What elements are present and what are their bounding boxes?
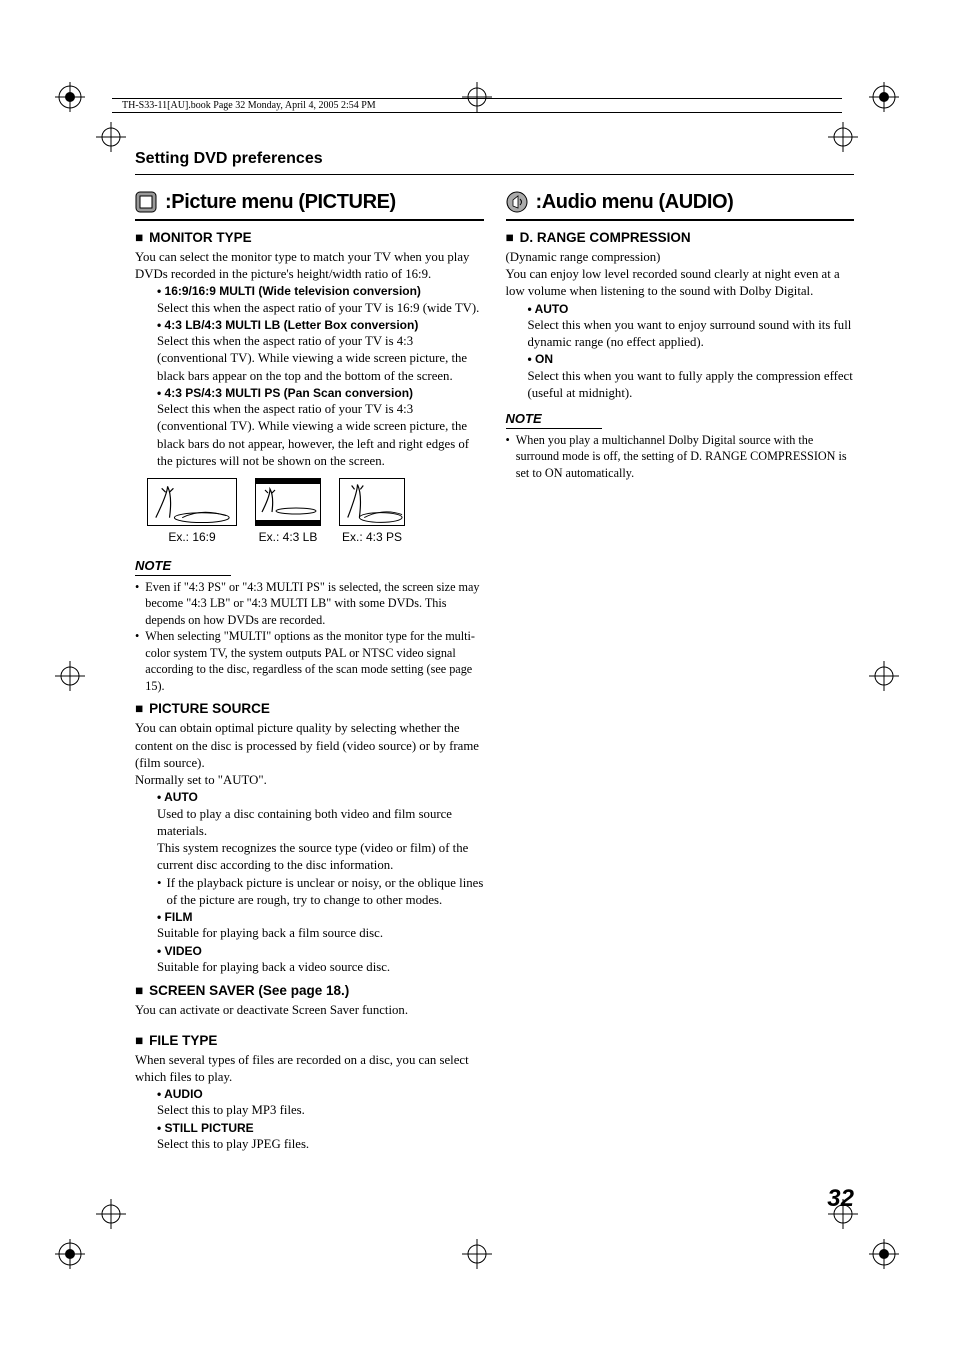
crop-mark xyxy=(96,122,126,152)
opt-label: • ON xyxy=(528,351,855,367)
drc-heading: D. RANGE COMPRESSION xyxy=(506,229,855,247)
crop-mark xyxy=(869,82,899,112)
crop-mark xyxy=(869,1239,899,1269)
file-type-heading: FILE TYPE xyxy=(135,1032,484,1050)
opt-label: • AUDIO xyxy=(157,1086,484,1102)
opt-label: • STILL PICTURE xyxy=(157,1120,484,1136)
opt-body: Suitable for playing back a video source… xyxy=(157,959,484,976)
page-content: Setting DVD preferences :Picture menu (P… xyxy=(135,148,854,1211)
body-text: You can enjoy low level recorded sound c… xyxy=(506,266,855,301)
note-item: •When you play a multichannel Dolby Digi… xyxy=(506,432,855,481)
aspect-4-3-lb-icon xyxy=(255,478,321,526)
aspect-ratio-examples: Ex.: 16:9 Ex.: 4:3 LB Ex.: 4:3 PS xyxy=(147,478,484,545)
header-stamp: TH-S33-11[AU].book Page 32 Monday, April… xyxy=(112,98,842,113)
page-number: 32 xyxy=(827,1183,854,1215)
monitor-type-heading: MONITOR TYPE xyxy=(135,229,484,247)
audio-menu-header: :Audio menu (AUDIO) xyxy=(506,189,855,221)
opt-label: • 16:9/16:9 MULTI (Wide television conve… xyxy=(157,283,484,299)
opt-body: Select this when the aspect ratio of you… xyxy=(157,401,484,470)
crop-mark xyxy=(55,1239,85,1269)
opt-body: Select this when you want to enjoy surro… xyxy=(528,317,855,352)
aspect-caption: Ex.: 4:3 PS xyxy=(339,529,405,545)
note-item: •Even if "4:3 PS" or "4:3 MULTI PS" is s… xyxy=(135,579,484,628)
opt-body: Select this to play MP3 files. xyxy=(157,1102,484,1119)
opt-label: • VIDEO xyxy=(157,943,484,959)
opt-label: • FILM xyxy=(157,909,484,925)
note-heading: NOTE xyxy=(135,557,231,576)
crop-mark xyxy=(869,661,899,691)
monitor-type-intro: You can select the monitor type to match… xyxy=(135,249,484,284)
opt-body: Select this when the aspect ratio of you… xyxy=(157,333,484,385)
opt-label: • 4:3 LB/4:3 MULTI LB (Letter Box conver… xyxy=(157,317,484,333)
opt-body: Select this when you want to fully apply… xyxy=(528,368,855,403)
crop-mark xyxy=(96,1199,126,1229)
crop-mark xyxy=(462,1239,492,1269)
aspect-16-9-icon xyxy=(147,478,237,526)
picture-source-heading: PICTURE SOURCE xyxy=(135,700,484,718)
note-heading: NOTE xyxy=(506,410,602,429)
opt-body: Select this when the aspect ratio of you… xyxy=(157,300,484,317)
opt-label: • 4:3 PS/4:3 MULTI PS (Pan Scan conversi… xyxy=(157,385,484,401)
note-item: •When selecting "MULTI" options as the m… xyxy=(135,628,484,694)
screen-saver-heading: SCREEN SAVER (See page 18.) xyxy=(135,982,484,1000)
drc-sub: (Dynamic range compression) xyxy=(506,249,855,266)
audio-menu-title: :Audio menu (AUDIO) xyxy=(536,189,734,216)
left-column: :Picture menu (PICTURE) MONITOR TYPE You… xyxy=(135,189,484,1154)
crop-mark xyxy=(55,82,85,112)
aspect-caption: Ex.: 4:3 LB xyxy=(255,529,321,545)
picture-menu-title: :Picture menu (PICTURE) xyxy=(165,189,396,216)
aspect-caption: Ex.: 16:9 xyxy=(147,529,237,545)
note-text: When selecting "MULTI" options as the mo… xyxy=(145,628,483,694)
body-text: You can obtain optimal picture quality b… xyxy=(135,720,484,772)
sub-bullet-text: If the playback picture is unclear or no… xyxy=(166,875,483,910)
right-column: :Audio menu (AUDIO) D. RANGE COMPRESSION… xyxy=(506,189,855,1154)
sub-bullet: •If the playback picture is unclear or n… xyxy=(157,875,484,910)
picture-menu-icon xyxy=(135,191,157,213)
body-text: You can activate or deactivate Screen Sa… xyxy=(135,1002,484,1019)
section-title: Setting DVD preferences xyxy=(135,148,854,175)
opt-body: Suitable for playing back a film source … xyxy=(157,925,484,942)
picture-menu-header: :Picture menu (PICTURE) xyxy=(135,189,484,221)
opt-label: • AUTO xyxy=(157,789,484,805)
crop-mark xyxy=(55,661,85,691)
note-text: When you play a multichannel Dolby Digit… xyxy=(516,432,854,481)
body-text: Normally set to "AUTO". xyxy=(135,772,484,789)
opt-body: Select this to play JPEG files. xyxy=(157,1136,484,1153)
opt-body: Used to play a disc containing both vide… xyxy=(157,806,484,841)
audio-menu-icon xyxy=(506,191,528,213)
opt-body: This system recognizes the source type (… xyxy=(157,840,484,875)
aspect-4-3-ps-icon xyxy=(339,478,405,526)
opt-label: • AUTO xyxy=(528,301,855,317)
body-text: When several types of files are recorded… xyxy=(135,1052,484,1087)
note-text: Even if "4:3 PS" or "4:3 MULTI PS" is se… xyxy=(145,579,483,628)
